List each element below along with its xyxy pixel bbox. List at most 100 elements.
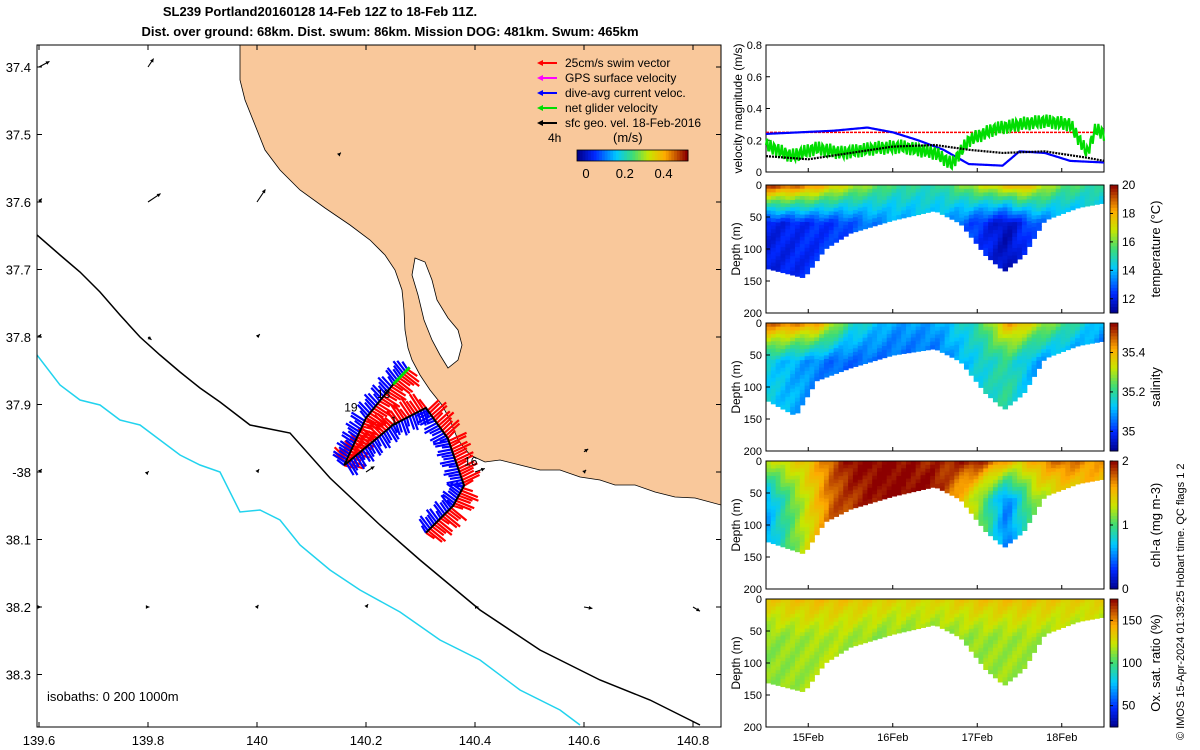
section-cell (1055, 476, 1062, 481)
section-cell (809, 669, 815, 675)
section-cell (794, 390, 801, 395)
section-cell (920, 346, 926, 352)
section-cell (896, 346, 902, 351)
section-cell (819, 653, 825, 658)
section-cell (1050, 337, 1057, 342)
section-cell (828, 610, 835, 615)
section-cell (799, 545, 806, 551)
current-vector (345, 462, 355, 476)
section-cell (862, 210, 868, 215)
section-cell (1070, 468, 1076, 473)
section-cell (1031, 234, 1037, 239)
section-cell (823, 483, 830, 488)
section-cell (1021, 370, 1028, 375)
section-cell (872, 468, 878, 473)
section-cell (886, 348, 893, 354)
swim-vector (443, 419, 460, 435)
section-cell (766, 527, 772, 532)
section-cell (1017, 352, 1023, 357)
colorbar-cell (651, 150, 656, 161)
current-vector (370, 387, 383, 400)
section-cell (1089, 193, 1095, 198)
section-cell (857, 502, 864, 507)
section-cell (848, 472, 854, 477)
section-colorbar-label: temperature (°C) (1148, 201, 1163, 298)
section-cell (766, 371, 772, 376)
section-cell (785, 504, 791, 509)
section-cell (944, 464, 951, 469)
section-cell (886, 334, 893, 339)
section-cell (833, 362, 840, 367)
section-cell (867, 629, 873, 635)
section-cell (973, 326, 980, 331)
section-cell (780, 379, 786, 384)
section-cell (968, 483, 975, 488)
section-cell (1070, 599, 1076, 604)
section-cell (983, 621, 989, 626)
current-vector (403, 418, 411, 434)
section-cell (785, 624, 791, 630)
section-cell (819, 326, 825, 332)
section-cell (770, 323, 777, 328)
section-cell (1002, 203, 1009, 208)
section-cell (1007, 636, 1013, 641)
velocity-series-line (765, 126, 1105, 167)
section-cell (838, 352, 844, 358)
section-cell (794, 675, 801, 680)
section-cell (930, 621, 936, 626)
section-cell (794, 188, 801, 193)
section-cell (790, 185, 796, 190)
section-cell (1046, 192, 1052, 197)
section-cell (804, 192, 811, 197)
section-cell (823, 244, 830, 249)
current-vector (363, 393, 377, 407)
section-cell (838, 461, 844, 466)
section-cell (780, 468, 786, 473)
section-cell (819, 246, 825, 251)
section-cell (988, 364, 994, 369)
colorbar-cell (660, 150, 664, 161)
section-cell (804, 374, 811, 379)
section-cell (1060, 347, 1066, 352)
section-cell (785, 658, 791, 663)
section-cell (872, 199, 878, 205)
section-cell (794, 664, 801, 669)
section-cell (997, 360, 1004, 366)
swim-vector (449, 434, 467, 445)
section-cell (1084, 478, 1091, 483)
section-cell (848, 207, 854, 212)
swim-vector (357, 433, 374, 441)
section-cell (814, 226, 820, 231)
section-cell (766, 210, 772, 215)
section-x-tick-label: 18Feb (1046, 732, 1077, 744)
section-cell (992, 651, 999, 656)
section-cell (886, 214, 893, 219)
section-cell (1075, 472, 1081, 477)
section-cell (814, 351, 820, 356)
section-cell (809, 229, 815, 235)
section-cell (794, 668, 801, 673)
section-cell (843, 464, 849, 469)
section-cell (886, 352, 893, 357)
section-cell (848, 203, 854, 208)
section-cell (790, 685, 796, 690)
section-cell (867, 192, 873, 198)
section-cell (891, 622, 897, 627)
section-cell (1065, 334, 1071, 339)
section-cell (823, 207, 830, 212)
section-cell (1012, 207, 1018, 212)
section-colorbar-cell (1110, 669, 1118, 674)
section-cell (1021, 188, 1028, 193)
section-cell (886, 345, 893, 350)
section-cell (1026, 224, 1033, 229)
section-cell (983, 647, 989, 652)
swim-vector (393, 403, 406, 420)
section-cell (838, 649, 844, 654)
section-cell (799, 233, 806, 238)
section-cell (1017, 669, 1023, 674)
section-cell (983, 483, 989, 488)
section-cell (1036, 502, 1042, 507)
section-cell (1026, 653, 1033, 658)
section-cell (809, 374, 815, 379)
section-cell (838, 498, 844, 504)
